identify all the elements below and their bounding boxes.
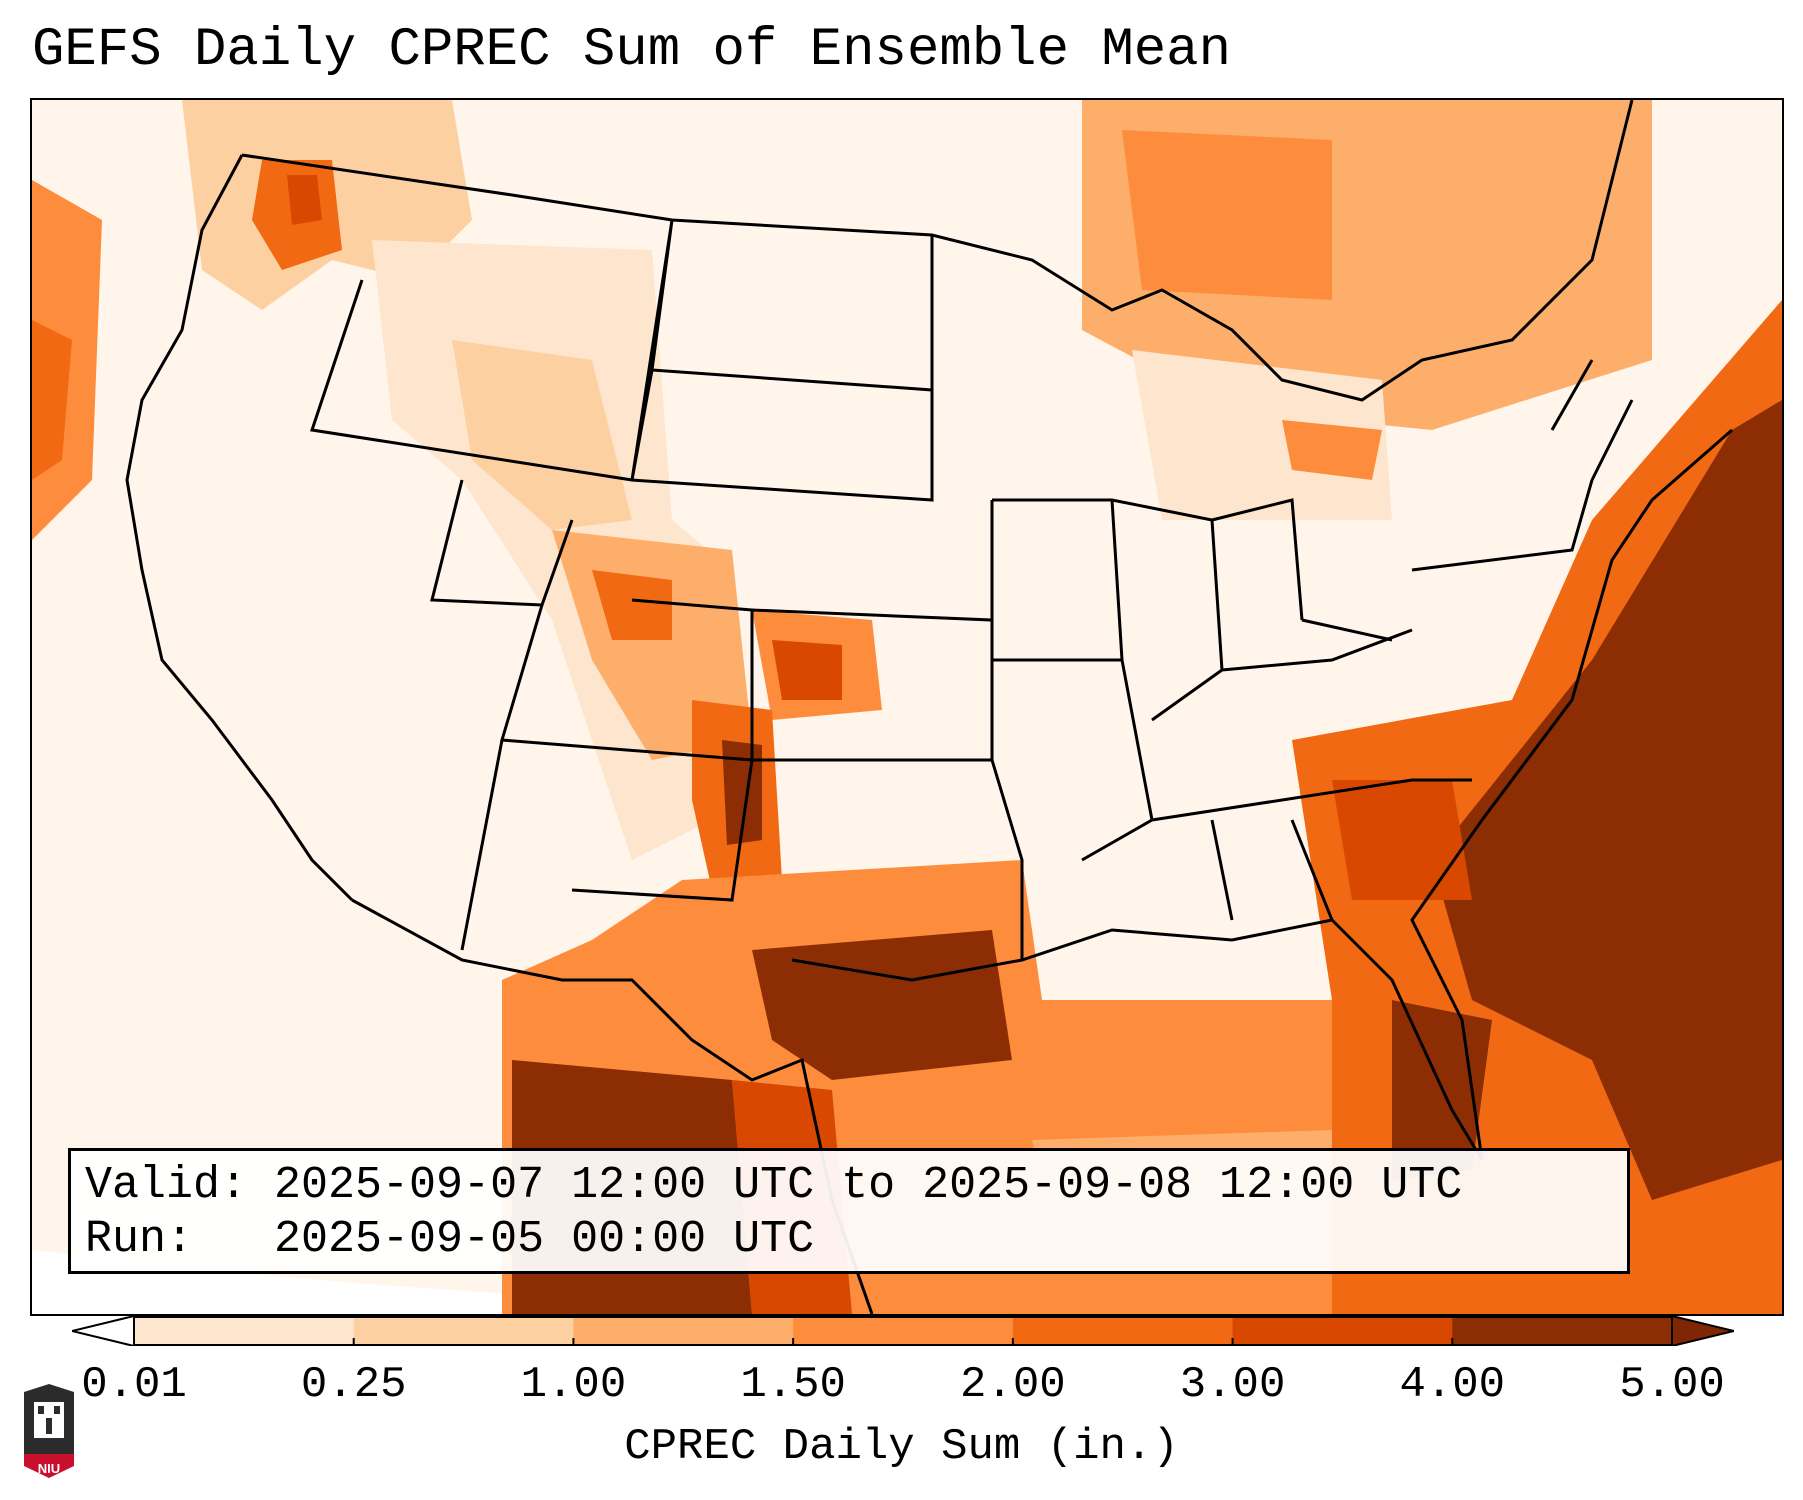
- precip-atlantic-max: [1432, 400, 1782, 1200]
- tick-label: 1.00: [520, 1360, 627, 1410]
- valid-time-text: Valid: 2025-09-07 12:00 UTC to 2025-09-0…: [85, 1160, 1463, 1211]
- precip-tx-core: [752, 930, 1012, 1080]
- precip-map: [32, 100, 1782, 1314]
- map-title: GEFS Daily CPREC Sum of Ensemble Mean: [32, 20, 1231, 81]
- tick-label: 0.01: [81, 1360, 187, 1410]
- colorbar-outline: [133, 1316, 1673, 1346]
- precip-wy: [452, 340, 632, 530]
- colorbar-under-arrow: [72, 1316, 135, 1346]
- precip-lakes-core: [1282, 420, 1382, 480]
- colorbar-segment: [793, 1316, 1014, 1346]
- precip-ks-core: [772, 640, 842, 700]
- colorbar-segment: [1452, 1316, 1673, 1346]
- precip-sc: [1332, 780, 1472, 900]
- tick-label: 2.00: [960, 1360, 1066, 1410]
- run-time-text: Run: 2025-09-05 00:00 UTC: [85, 1214, 815, 1265]
- tick-label: 4.00: [1399, 1360, 1506, 1410]
- colorbar-segment: [1232, 1316, 1453, 1346]
- tick-label: 1.50: [740, 1360, 846, 1410]
- tick-label: 3.00: [1179, 1360, 1286, 1410]
- colorbar: [72, 1316, 1734, 1346]
- colorbar-segment: [573, 1316, 794, 1346]
- colorbar-over-arrow: [1671, 1316, 1734, 1346]
- valid-run-box: Valid: 2025-09-07 12:00 UTC to 2025-09-0…: [68, 1148, 1630, 1274]
- tick-label: 5.00: [1619, 1360, 1725, 1410]
- colorbar-label: CPREC Daily Sum (in.): [624, 1422, 1179, 1472]
- colorbar-ticks: [133, 1338, 1673, 1346]
- colorbar-segment: [353, 1316, 574, 1346]
- precip-canada-core: [1122, 130, 1332, 300]
- niu-logo: NIU: [20, 1384, 78, 1478]
- precip-co-core: [592, 570, 672, 640]
- map-panel: [30, 98, 1784, 1316]
- precip-pacific-edge2: [32, 320, 72, 480]
- niu-shield-icon: [24, 1384, 74, 1478]
- us-canada-border: [241, 100, 1634, 402]
- atlantic-coast: [1410, 428, 1733, 1161]
- tick-label: 0.25: [300, 1360, 407, 1410]
- precip-wa-max: [287, 175, 322, 225]
- colorbar-segments: [72, 1316, 1734, 1346]
- colorbar-segment: [1012, 1316, 1234, 1346]
- niu-logo-text: NIU: [37, 1461, 61, 1476]
- west-coast: [125, 154, 354, 902]
- colorbar-segment: [134, 1316, 355, 1346]
- state-lines: [310, 219, 1634, 960]
- gulf-coast: [791, 918, 1484, 1161]
